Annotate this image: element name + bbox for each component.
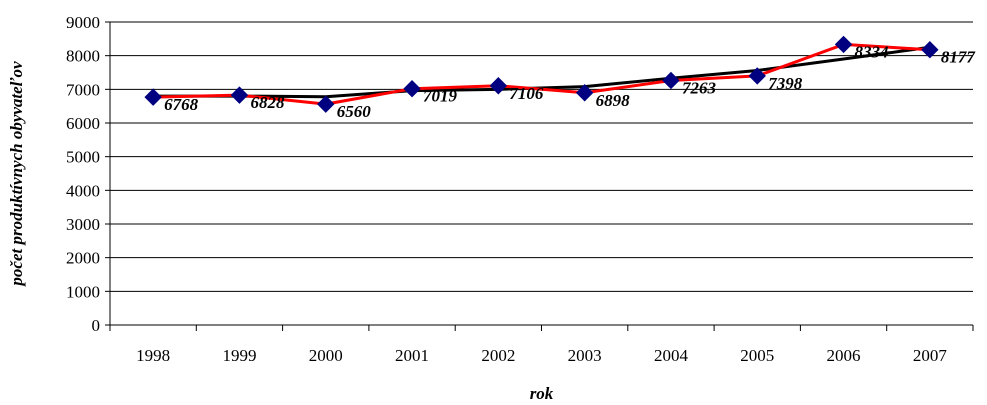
x-tick-label: 1998 xyxy=(136,346,170,365)
data-label: 8177 xyxy=(941,48,977,67)
y-tick-labels: 0 1000 2000 3000 4000 5000 6000 7000 8000 9000 xyxy=(66,13,110,335)
x-tick-label: 2004 xyxy=(654,346,689,365)
data-label: 6898 xyxy=(596,91,631,110)
data-label: 8334 xyxy=(855,42,889,61)
data-point-marker xyxy=(834,35,853,54)
x-tick-label: 2002 xyxy=(481,346,515,365)
series-line xyxy=(153,42,930,106)
y-tick-label: 9000 xyxy=(66,13,100,32)
data-label: 6828 xyxy=(250,93,285,112)
x-axis-title: rok xyxy=(530,384,554,403)
data-point-marker xyxy=(748,67,766,85)
data-point-marker xyxy=(662,71,680,90)
x-tick-label: 2007 xyxy=(913,346,948,365)
x-tick-label: 1999 xyxy=(222,346,256,365)
x-tick-label: 2003 xyxy=(568,346,602,365)
x-tick-label: 2006 xyxy=(827,346,861,365)
data-point-marker xyxy=(144,88,162,106)
data-label: 7398 xyxy=(768,74,803,93)
y-tick-label: 0 xyxy=(92,316,101,335)
data-point-marker xyxy=(489,77,508,95)
x-tick-label: 2005 xyxy=(740,346,774,365)
y-axis-title: počet produktívnych obyvateľov xyxy=(7,61,26,288)
gridlines xyxy=(110,21,973,292)
y-tick-label: 1000 xyxy=(66,282,100,301)
y-tick-label: 5000 xyxy=(66,148,100,167)
data-label: 6768 xyxy=(164,95,199,114)
data-point-marker xyxy=(230,86,249,104)
x-tick-label: 2001 xyxy=(395,346,429,365)
x-tick-labels: 1998 1999 2000 2001 2002 2003 2004 2005 2006 2007 xyxy=(109,325,974,365)
data-point-marker xyxy=(403,79,421,98)
data-labels: 6768 6828 6560 7019 7106 6898 7263 7398 8334 8177 xyxy=(164,42,976,121)
y-tick-label: 6000 xyxy=(66,114,100,133)
y-tick-label: 2000 xyxy=(66,249,100,268)
data-point-marker xyxy=(921,41,939,59)
x-tick-label: 2000 xyxy=(309,346,343,365)
markers xyxy=(144,35,939,113)
data-label: 7263 xyxy=(682,78,717,97)
y-tick-label: 4000 xyxy=(66,181,100,200)
axes xyxy=(109,22,973,326)
data-label: 7019 xyxy=(423,87,458,106)
data-label: 7106 xyxy=(509,84,543,103)
data-point-marker xyxy=(317,95,335,113)
y-tick-label: 7000 xyxy=(66,80,100,99)
y-tick-label: 3000 xyxy=(66,215,100,234)
data-label: 6560 xyxy=(337,102,372,121)
series xyxy=(153,42,930,106)
data-point-marker xyxy=(575,84,594,102)
y-tick-label: 8000 xyxy=(66,47,100,66)
